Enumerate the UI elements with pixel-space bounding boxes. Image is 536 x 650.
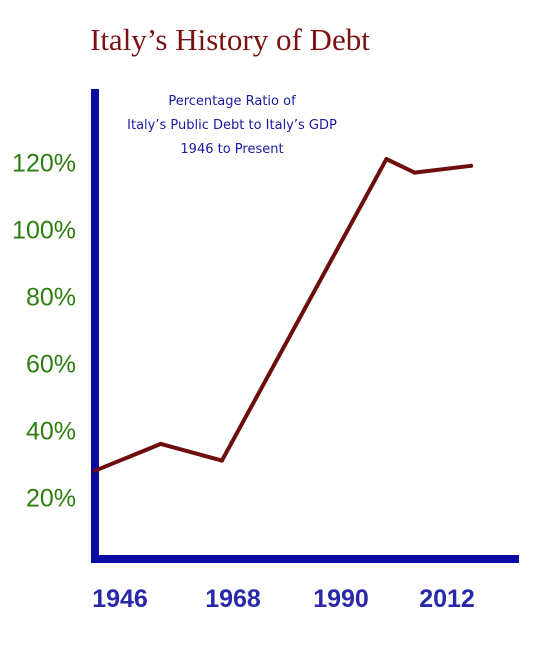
x-tick-label: 2012 <box>419 585 475 613</box>
chart-annotation: Percentage Ratio of Italy’s Public Debt … <box>127 94 337 157</box>
data-point <box>384 157 389 162</box>
data-point <box>158 441 163 446</box>
y-tick-label: 100% <box>12 217 76 245</box>
data-point <box>219 458 224 463</box>
data-point <box>469 163 473 168</box>
annotation-line-1: Percentage Ratio of <box>168 94 296 109</box>
data-point <box>93 468 97 473</box>
annotation-line-3: 1946 to Present <box>180 142 283 157</box>
data-point <box>412 170 417 175</box>
annotation-line-2: Italy’s Public Debt to Italy’s GDP <box>127 118 337 133</box>
y-tick-label: 120% <box>12 150 76 178</box>
y-tick-label: 60% <box>26 351 76 379</box>
series-group <box>93 157 473 473</box>
debt-ratio-line <box>93 157 473 473</box>
chart-title: Italy’s History of Debt <box>90 22 370 57</box>
y-tick-label: 80% <box>26 284 76 312</box>
y-axis-tick-labels: 20% 40% 60% 80% 100% 120% <box>12 150 76 513</box>
x-tick-label: 1946 <box>92 585 148 613</box>
x-axis-tick-labels: 1946 1968 1990 2012 <box>92 585 475 613</box>
y-tick-label: 40% <box>26 418 76 446</box>
y-tick-label: 20% <box>26 485 76 513</box>
x-tick-label: 1990 <box>313 585 369 613</box>
x-tick-label: 1968 <box>205 585 261 613</box>
